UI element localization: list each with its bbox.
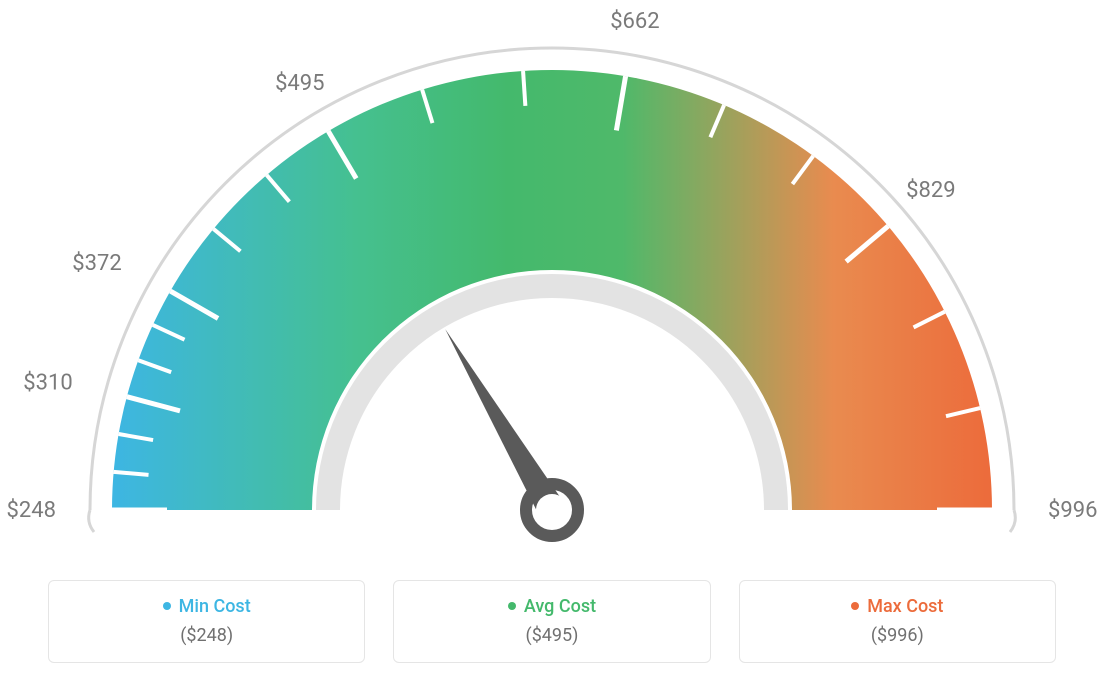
gauge-outer-cap-right (1010, 510, 1015, 532)
gauge-tick-label: $662 (610, 9, 659, 34)
legend-min-title: Min Cost (163, 596, 251, 617)
legend-max-bullet (851, 602, 859, 610)
gauge-tick-label: $829 (906, 178, 955, 203)
gauge-tick-label: $248 (7, 498, 56, 523)
legend-avg-value: ($495) (404, 625, 699, 646)
gauge-tick-label: $495 (275, 71, 324, 96)
cost-gauge: $248 $310 $372 $495 $662 $829 $996 (0, 0, 1104, 580)
legend-min-value: ($248) (59, 625, 354, 646)
gauge-minor-tick (523, 71, 525, 106)
legend-max-label: Max Cost (867, 596, 943, 617)
legend-avg-box: Avg Cost ($495) (393, 580, 710, 663)
gauge-outer-cap-left (89, 510, 94, 532)
gauge-svg: $248 $310 $372 $495 $662 $829 $996 (0, 0, 1104, 580)
legend-min-bullet (163, 602, 171, 610)
legend-max-box: Max Cost ($996) (739, 580, 1056, 663)
gauge-tick-label: $310 (23, 370, 72, 395)
gauge-tick-label: $372 (72, 251, 121, 276)
gauge-hub-hole (536, 494, 568, 526)
legend-min-label: Min Cost (179, 596, 251, 617)
legend-max-value: ($996) (750, 625, 1045, 646)
legend-max-title: Max Cost (851, 596, 943, 617)
legend-min-box: Min Cost ($248) (48, 580, 365, 663)
legend-avg-bullet (508, 602, 516, 610)
gauge-tick-label: $996 (1048, 498, 1097, 523)
legend-avg-label: Avg Cost (524, 596, 596, 617)
legend-avg-title: Avg Cost (508, 596, 596, 617)
legend-row: Min Cost ($248) Avg Cost ($495) Max Cost… (0, 580, 1104, 663)
